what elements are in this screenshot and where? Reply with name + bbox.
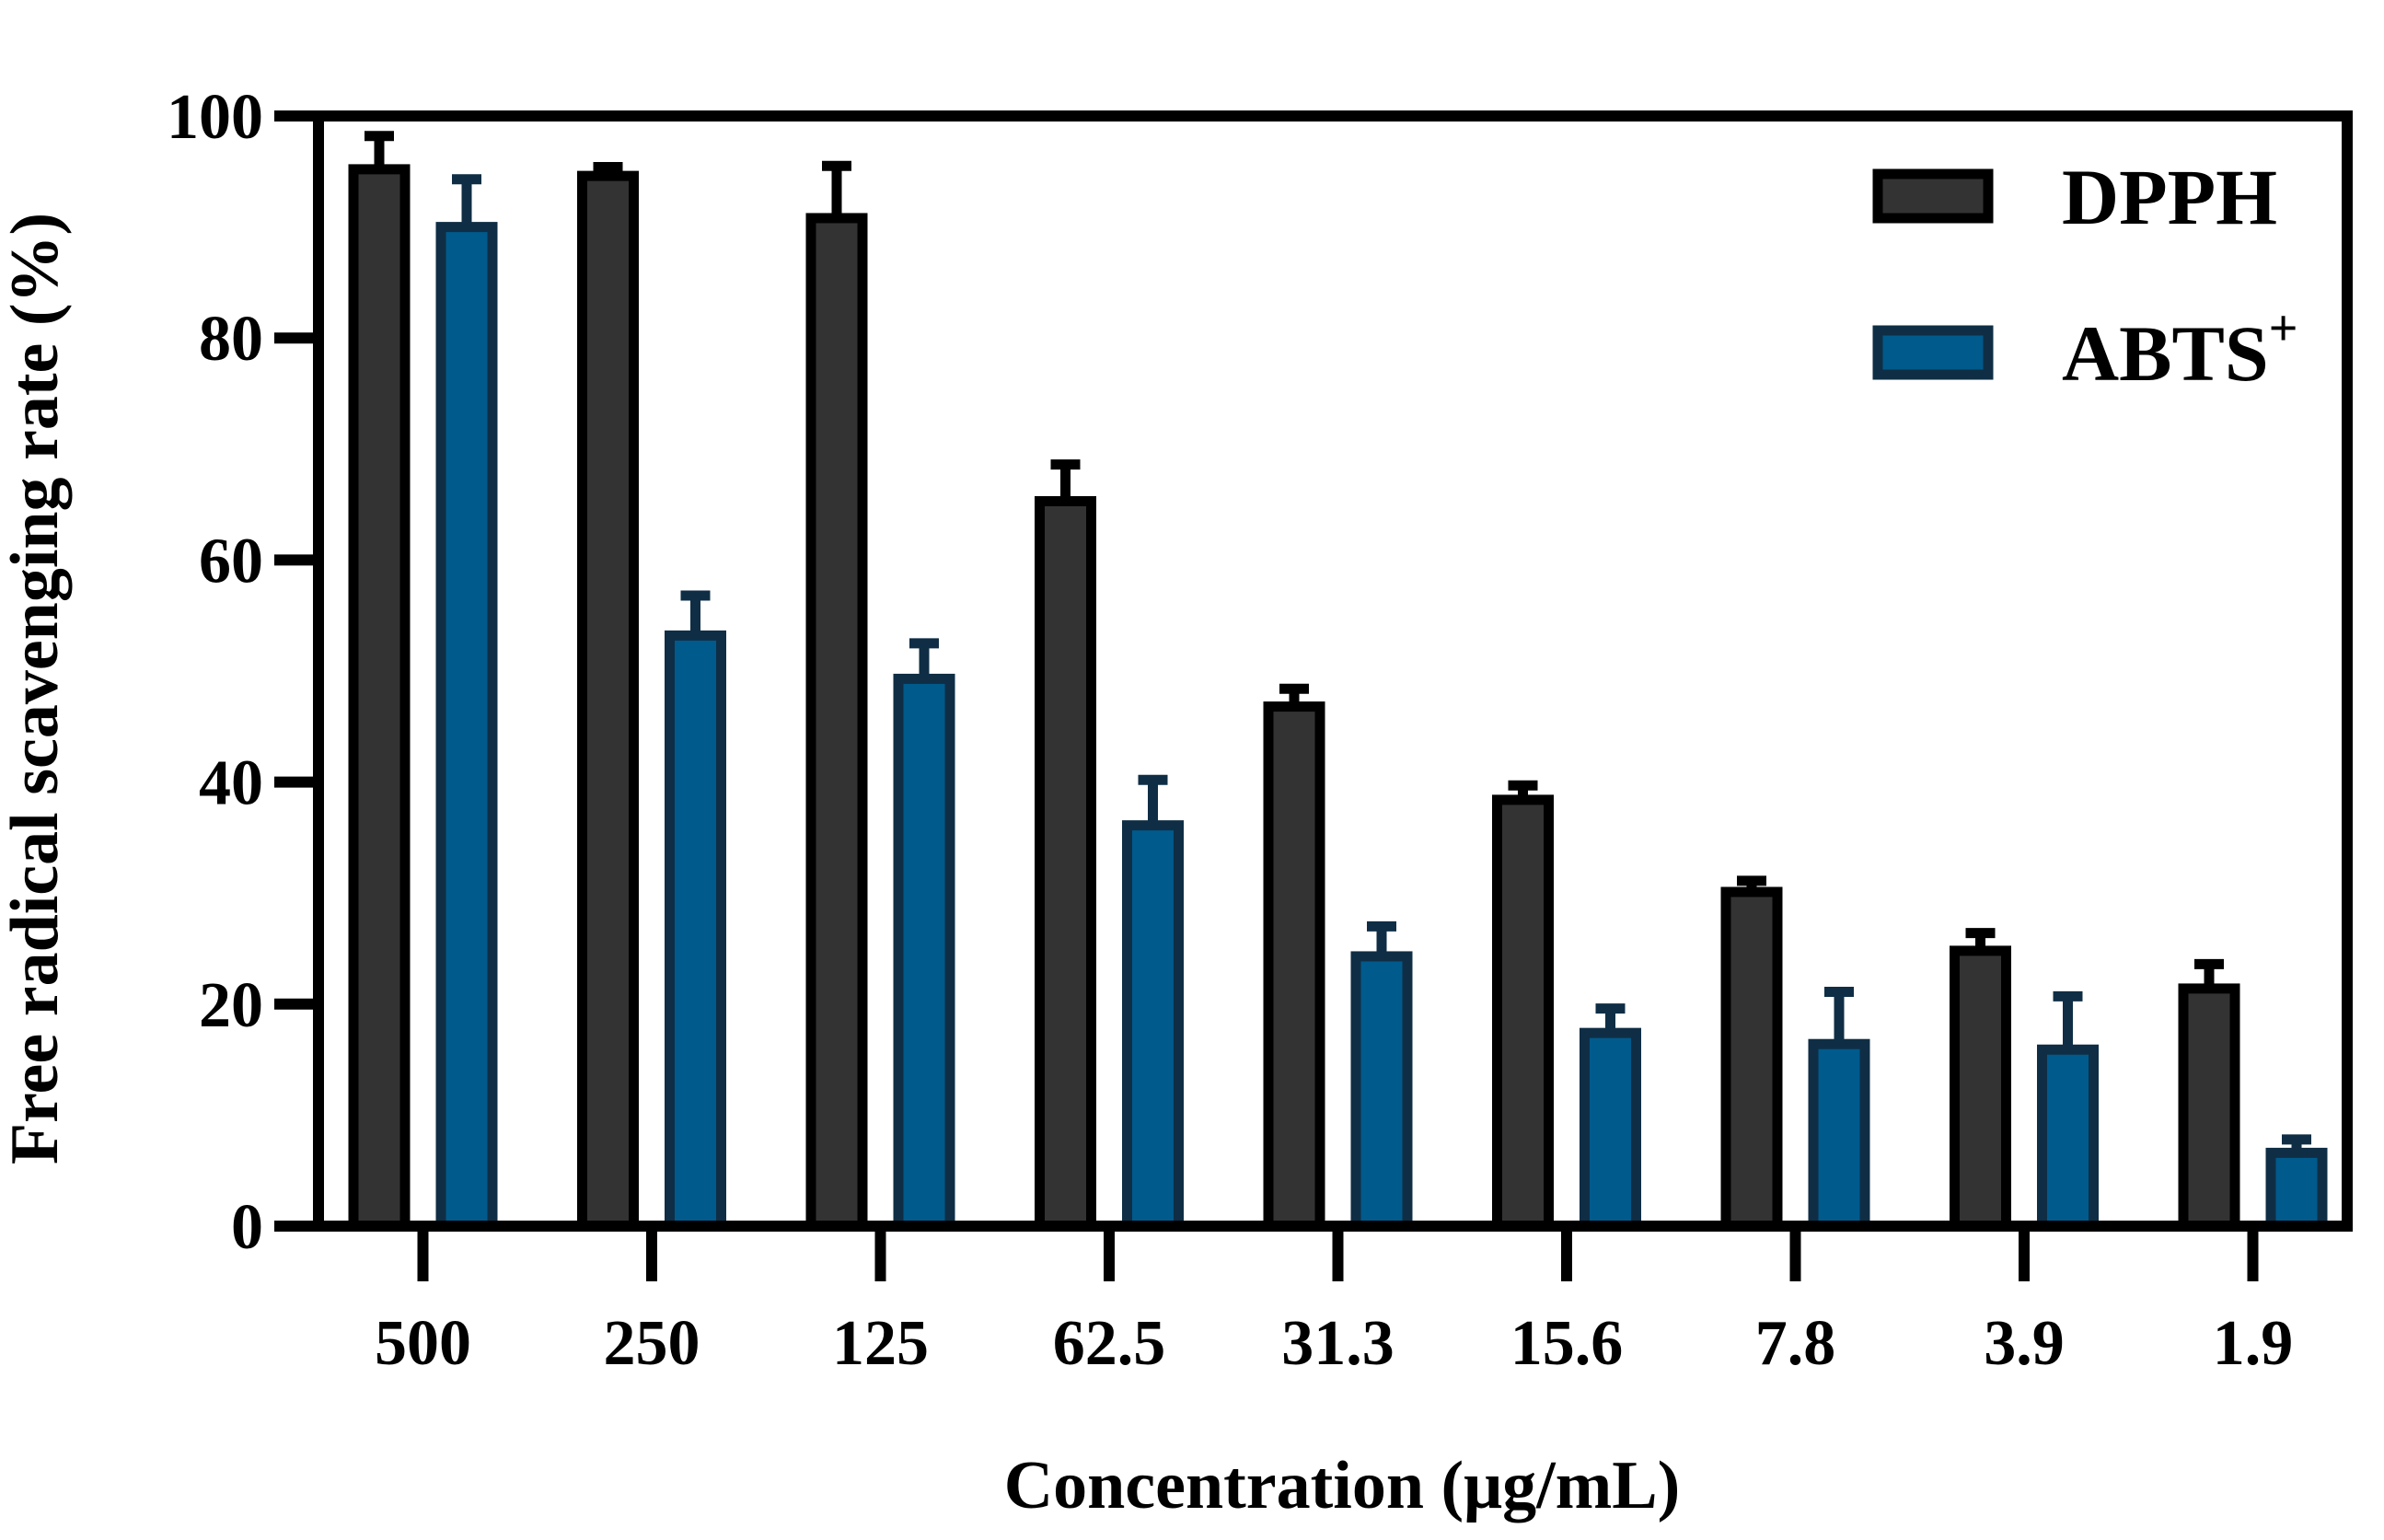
error-bar-abts-3.9 <box>2053 990 2083 1050</box>
error-bars-layer <box>365 131 2311 1153</box>
bar-dpph-250 <box>577 170 639 1232</box>
bar-abts-7.8 <box>1808 1038 1870 1232</box>
x-tick-label-15.6: 15.6 <box>1510 1308 1624 1379</box>
x-tick-label-250: 250 <box>604 1308 700 1379</box>
error-bar-dpph-7.8 <box>1737 875 1766 892</box>
legend-label-abts: ABTS+ <box>2062 300 2298 398</box>
x-tick-label-31.3: 31.3 <box>1281 1308 1395 1379</box>
error-bar-abts-31.3 <box>1367 921 1396 956</box>
x-tick-label-500: 500 <box>375 1308 471 1379</box>
bar-dpph-62.5 <box>1035 495 1096 1232</box>
x-tick-label-3.9: 3.9 <box>1984 1308 2065 1379</box>
bar-dpph-7.8 <box>1720 886 1783 1232</box>
error-bar-dpph-15.6 <box>1508 780 1538 800</box>
legend-label-dpph: DPPH <box>2062 153 2277 241</box>
error-bar-dpph-31.3 <box>1279 683 1309 707</box>
bar-dpph-3.9 <box>1950 945 2011 1232</box>
x-axis-label: Concentration (μg/mL) <box>1004 1448 1681 1523</box>
error-bar-dpph-250 <box>593 161 623 177</box>
error-bar-dpph-62.5 <box>1050 459 1081 502</box>
y-tick-label-20: 20 <box>199 970 263 1041</box>
legend-item-abts: ABTS+ <box>1872 300 2298 398</box>
y-tick-label-60: 60 <box>199 526 263 596</box>
bar-abts-500 <box>435 222 498 1232</box>
x-tick-label-125: 125 <box>832 1308 929 1379</box>
x-tick-label-7.8: 7.8 <box>1755 1308 1836 1379</box>
error-bar-abts-250 <box>680 590 711 636</box>
x-tick-label-1.9: 1.9 <box>2213 1308 2294 1379</box>
bar-dpph-1.9 <box>2178 983 2240 1232</box>
bar-dpph-31.3 <box>1263 701 1325 1232</box>
error-bar-abts-500 <box>452 174 481 227</box>
y-tick-label-80: 80 <box>199 304 263 375</box>
error-bar-dpph-1.9 <box>2194 958 2224 989</box>
bar-dpph-15.6 <box>1492 794 1554 1232</box>
bar-abts-15.6 <box>1580 1027 1641 1232</box>
legend-item-dpph: DPPH <box>1872 153 2277 241</box>
error-bar-dpph-500 <box>365 131 394 169</box>
x-tick-label-62.5: 62.5 <box>1053 1308 1166 1379</box>
bar-abts-3.9 <box>2037 1044 2099 1232</box>
bar-dpph-500 <box>348 164 411 1232</box>
legend-swatch-abts <box>1872 325 1994 380</box>
error-bar-abts-15.6 <box>1595 1003 1626 1034</box>
error-bar-dpph-125 <box>822 160 851 218</box>
error-bar-abts-125 <box>909 638 939 679</box>
bar-abts-62.5 <box>1122 820 1184 1232</box>
bar-dpph-125 <box>805 213 868 1232</box>
bar-abts-1.9 <box>2265 1147 2328 1232</box>
bar-abts-125 <box>893 673 955 1232</box>
y-tick-label-0: 0 <box>231 1192 263 1263</box>
error-bar-abts-7.8 <box>1824 987 1854 1045</box>
y-tick-label-100: 100 <box>167 82 263 153</box>
y-tick-label-40: 40 <box>199 748 263 819</box>
error-bar-abts-62.5 <box>1138 774 1168 826</box>
bar-abts-250 <box>665 630 726 1232</box>
legend-swatch-dpph <box>1872 168 1994 224</box>
y-axis-label: Free radical scavenging rate (%) <box>0 213 73 1164</box>
legend-superscript: + <box>2269 300 2298 357</box>
bar-abts-31.3 <box>1350 951 1413 1232</box>
legend: DPPH ABTS+ <box>1872 153 2298 398</box>
error-bar-abts-1.9 <box>2282 1134 2311 1153</box>
error-bar-dpph-3.9 <box>1965 928 1996 951</box>
bars-layer <box>348 164 2328 1232</box>
axes: 0 20 40 60 80 100 500 250 125 62.5 31.3 15.6 7.8 3.9 1… <box>167 82 2353 1379</box>
